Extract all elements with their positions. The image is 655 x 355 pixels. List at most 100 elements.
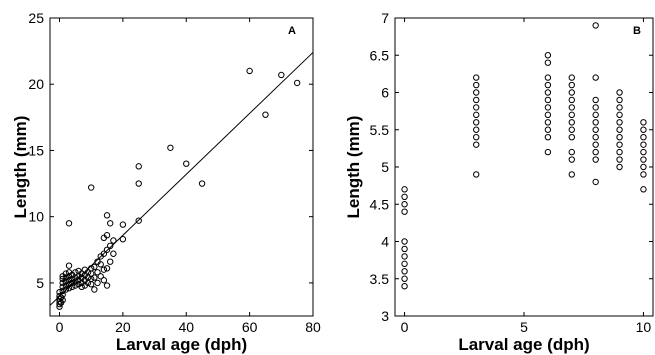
- panel-b-data-point: [568, 81, 575, 89]
- panel-a-data-point: [107, 220, 114, 227]
- panel-a-data-point: [103, 232, 111, 239]
- panel-a-data-point: [91, 263, 98, 271]
- panel-b-data-point: [401, 260, 408, 268]
- panel-b-data-point: [616, 96, 623, 104]
- panel-b-data-point: [473, 134, 480, 141]
- panel-b-data-point: [568, 134, 575, 141]
- panel-a-data-point: [68, 283, 76, 291]
- panel-a-data-point: [84, 269, 92, 276]
- panel-a-data-point: [107, 242, 114, 250]
- panel-b-data-point: [616, 156, 623, 163]
- panel-b-data-point: [592, 126, 599, 133]
- panel-a-data-point: [72, 269, 79, 276]
- panel-b-data-point: [568, 89, 575, 96]
- panel-a-data-point: [56, 295, 63, 302]
- panel-a-points: [49, 52, 314, 310]
- panel-b-data-point: [640, 186, 647, 193]
- panel-b-data-point: [401, 268, 408, 275]
- panel-b-y-tick-label: 7: [381, 10, 389, 26]
- panel-b-data-point: [640, 119, 647, 126]
- panel-b-data-point: [401, 245, 408, 253]
- panel-b-data-point: [568, 126, 575, 133]
- panel-a-data-point: [107, 258, 114, 265]
- panel-b-data-point: [544, 52, 552, 59]
- panel-a-x-ticks: 0 20 40 60 80: [56, 18, 321, 335]
- panel-b-data-point: [568, 156, 575, 163]
- panel-b-data-point: [568, 119, 575, 126]
- panel-a-data-point: [103, 246, 111, 253]
- panel-a-data-point: [119, 221, 127, 228]
- panel-b-data-point: [592, 178, 599, 186]
- panel-b-data-point: [640, 141, 647, 148]
- panel-b-data-point: [640, 126, 647, 133]
- panel-a-data-point: [65, 284, 73, 292]
- panel-b-y-tick-label: 6: [381, 85, 389, 101]
- panel-a-fit-line: [49, 52, 314, 306]
- panel-b-data-point: [640, 163, 647, 171]
- panel-b-y-ticks: 3 3.5 4 4.5 5 5.5 6 6.5 7: [370, 10, 653, 324]
- panel-b-data-point: [401, 275, 408, 282]
- panel-b-data-point: [640, 148, 647, 156]
- panel-b-data-point: [544, 119, 552, 126]
- panel-a-data-point: [100, 277, 108, 284]
- panel-b-data-point: [616, 163, 623, 171]
- panel-a-data-point: [59, 291, 66, 299]
- panel-b-data-point: [473, 96, 480, 104]
- panel-b-data-point: [592, 119, 599, 126]
- panel-b: B 0 5 10 3 3.5 4 4.5 5 5.5 6 6.5 7 Larval age (dph…: [344, 10, 654, 354]
- panel-b-data-point: [616, 148, 623, 156]
- panel-a-data-point: [183, 160, 190, 167]
- panel-b-data-point: [544, 134, 552, 141]
- panel-a-x-axis-label: Larval age (dph): [116, 335, 247, 354]
- panel-a-letter: A: [288, 25, 296, 37]
- panel-a-data-point: [62, 286, 70, 293]
- panel-a-y-ticks: 5 10 15 20 25: [28, 10, 313, 291]
- panel-b-y-tick-label: 6.5: [370, 47, 390, 63]
- panel-a-frame: [49, 17, 314, 317]
- panel-b-data-point: [616, 134, 623, 141]
- panel-b-data-point: [473, 171, 480, 178]
- panel-b-data-point: [616, 89, 623, 96]
- panel-a-y-tick-label: 20: [28, 76, 44, 92]
- panel-a-y-tick-label: 10: [28, 209, 44, 225]
- panel-a-x-tick-label: 0: [56, 319, 64, 335]
- panel-a-data-point: [167, 144, 174, 151]
- panel-a-data-point: [94, 279, 101, 287]
- panel-b-y-tick-label: 5: [381, 159, 389, 175]
- panel-b-data-point: [401, 193, 408, 201]
- panel-a-y-tick-label: 15: [28, 142, 44, 158]
- panel-a-data-point: [198, 180, 206, 187]
- panel-b-x-tick-label: 0: [401, 319, 409, 335]
- panel-b-data-point: [616, 126, 623, 133]
- panel-a-data-point: [103, 282, 111, 289]
- panel-b-data-point: [544, 89, 552, 96]
- panel-b-data-point: [592, 111, 599, 119]
- panel-b-data-point: [592, 74, 599, 81]
- panel-a-data-point: [135, 163, 142, 170]
- panel-b-data-point: [544, 126, 552, 133]
- panel-b-data-point: [401, 201, 408, 208]
- panel-b-data-point: [616, 111, 623, 119]
- panel-b-data-point: [568, 74, 575, 81]
- panel-b-data-point: [401, 208, 408, 215]
- panel-a-data-point: [91, 286, 98, 293]
- panel-b-data-point: [592, 148, 599, 156]
- panel-b-data-point: [592, 96, 599, 104]
- panel-b-letter: B: [633, 25, 641, 37]
- panel-a-data-point: [94, 269, 101, 276]
- panel-b-y-tick-label: 4: [381, 234, 389, 250]
- panel-a-data-point: [78, 270, 85, 277]
- panel-a-data-point: [65, 220, 73, 227]
- panel-a-data-point: [293, 79, 301, 87]
- panel-a-data-point: [65, 262, 73, 269]
- panel-a-y-tick-label: 5: [36, 275, 44, 291]
- panel-b-data-point: [473, 74, 480, 81]
- panel-a-data-point: [100, 250, 108, 257]
- panel-a-data-point: [135, 180, 142, 187]
- panel-a-data-point: [246, 67, 253, 75]
- panel-b-x-tick-label: 5: [520, 319, 528, 335]
- panel-a-data-point: [56, 292, 63, 300]
- panel-b-data-point: [473, 141, 480, 148]
- panel-a-data-point: [91, 274, 98, 281]
